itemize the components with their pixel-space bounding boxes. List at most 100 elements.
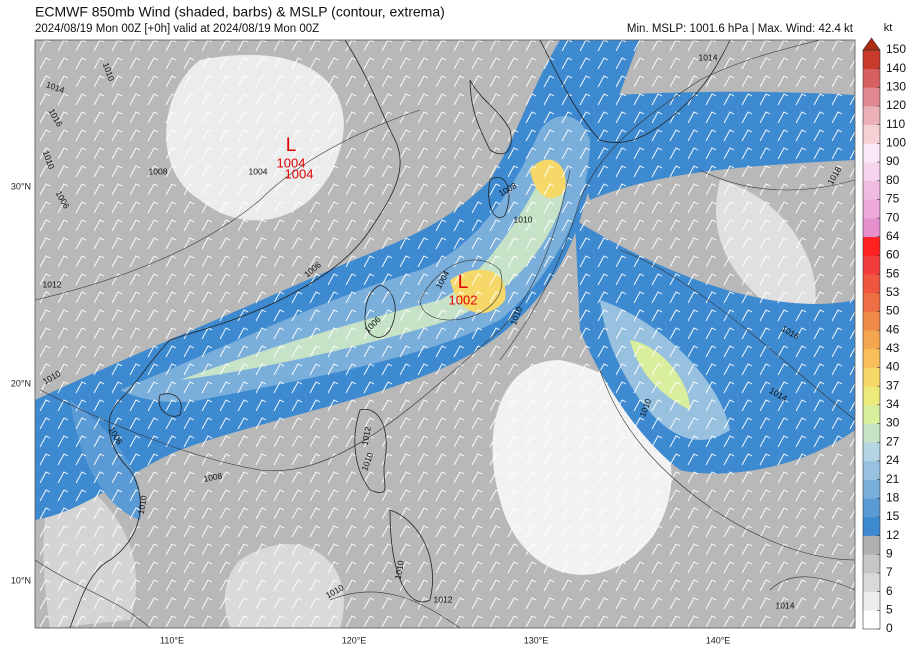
colorbar-band (863, 218, 880, 238)
lon-label: 120°E (342, 635, 367, 645)
colorbar-label: 6 (886, 584, 893, 598)
colorbar-label: 30 (886, 416, 900, 430)
title: ECMWF 850mb Wind (shaded, barbs) & MSLP … (35, 4, 445, 20)
coastlines (69, 40, 731, 628)
colorbar-band (863, 180, 880, 200)
colorbar-band (863, 87, 880, 107)
contour-label: 1010 (393, 559, 406, 580)
colorbar-band (863, 330, 880, 350)
contour-label: 1010 (136, 494, 149, 515)
colorbar-band (863, 554, 880, 574)
colorbar-band (863, 535, 880, 555)
colorbar-label: 75 (886, 192, 900, 206)
colorbar-band (863, 50, 880, 69)
lon-label: 140°E (706, 635, 731, 645)
colorbar-label: 120 (886, 98, 906, 112)
lat-label: 20°N (11, 378, 31, 388)
contour-label: 1004 (249, 166, 268, 176)
contour-label: 1012 (434, 594, 453, 604)
colorbar-label: 80 (886, 173, 900, 187)
contour-label: 1010 (514, 214, 533, 224)
colorbar-frame (862, 49, 881, 630)
low-value: 1004 (277, 155, 306, 170)
axes: 30°N 20°N 10°N 110°E 120°E 130°E 140°E (11, 181, 730, 645)
colorbar-band (863, 106, 880, 126)
colorbar-band (863, 386, 880, 406)
colorbar-band (863, 479, 880, 499)
contour-label: 1014 (776, 600, 795, 610)
map (35, 40, 855, 628)
colorbar: 0567912151821242730343740434650535660647… (862, 22, 906, 635)
colorbar-label: 60 (886, 248, 900, 262)
stats: Min. MSLP: 1001.6 hPa | Max. Wind: 42.4 … (627, 23, 854, 35)
colorbar-label: 70 (886, 210, 900, 224)
colorbar-label: 5 (886, 602, 893, 616)
colorbar-label: 100 (886, 136, 906, 150)
colorbar-label: 53 (886, 285, 900, 299)
colorbar-label: 140 (886, 61, 906, 75)
map-frame (34, 39, 856, 629)
colorbar-label: 150 (886, 42, 906, 56)
colorbar-band (863, 367, 880, 387)
colorbar-label: 0 (886, 621, 893, 635)
colorbar-band (863, 348, 880, 368)
contour-label: 1014 (699, 52, 718, 62)
colorbar-label: 21 (886, 472, 900, 486)
colorbar-band (863, 442, 880, 462)
colorbar-band (863, 498, 880, 518)
colorbar-label: 18 (886, 490, 900, 504)
colorbar-label: 37 (886, 378, 900, 392)
colorbar-band (863, 236, 880, 256)
colorbar-label: 27 (886, 434, 900, 448)
colorbar-label: 56 (886, 266, 900, 280)
contour-label: 1008 (149, 166, 168, 176)
colorbar-label: 7 (886, 565, 893, 579)
subtitle: 2024/08/19 Mon 00Z [+0h] valid at 2024/0… (35, 23, 319, 35)
lat-label: 30°N (11, 181, 31, 191)
contour-label: 1008 (203, 471, 224, 484)
low-value: 1004 (285, 166, 314, 181)
colorbar-label: 64 (886, 229, 900, 243)
colorbar-band (863, 255, 880, 275)
colorbar-label: 15 (886, 509, 900, 523)
colorbar-band (863, 404, 880, 424)
colorbar-label: 43 (886, 341, 900, 355)
wind-barbs (35, 40, 855, 628)
colorbar-band (863, 460, 880, 480)
isobars (35, 40, 855, 628)
contour-label: 1012 (43, 279, 62, 289)
colorbar-unit: kt (884, 22, 893, 34)
colorbar-band (863, 124, 880, 144)
colorbar-label: 130 (886, 80, 906, 94)
colorbar-label: 50 (886, 304, 900, 318)
colorbar-label: 110 (886, 117, 905, 131)
lon-label: 130°E (524, 635, 549, 645)
colorbar-band (863, 572, 880, 592)
colorbar-label: 24 (886, 453, 900, 467)
low-symbol: L (458, 272, 469, 293)
low-symbol: L (286, 135, 297, 156)
colorbar-label: 46 (886, 322, 900, 336)
colorbar-band (863, 591, 880, 611)
colorbar-band (863, 68, 880, 88)
colorbar-extend (862, 37, 881, 51)
colorbar-label: 40 (886, 360, 900, 374)
colorbar-band (863, 423, 880, 443)
colorbar-band (863, 274, 880, 294)
colorbar-band (863, 143, 880, 163)
lat-label: 10°N (11, 575, 31, 585)
colorbar-band (863, 610, 880, 630)
colorbar-label: 9 (886, 546, 893, 560)
contour-label: 1012 (360, 425, 373, 446)
colorbar-label: 34 (886, 397, 900, 411)
colorbar-band (863, 292, 880, 312)
colorbar-band (863, 199, 880, 219)
colorbar-label: 12 (886, 528, 900, 542)
colorbar-band (863, 516, 880, 536)
colorbar-band (863, 311, 880, 331)
colorbar-label: 90 (886, 154, 900, 168)
low-value: 1002 (449, 292, 478, 307)
